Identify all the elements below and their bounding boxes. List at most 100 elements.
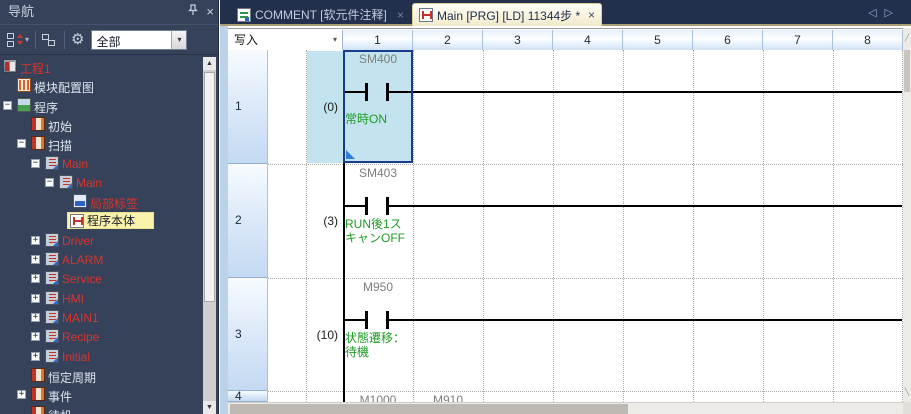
tree-item-label: Driver — [62, 233, 94, 248]
expand-box-icon[interactable]: + — [17, 389, 26, 400]
tree-item-module-config[interactable]: 模块配置图 — [0, 76, 218, 95]
tree-item-program-body[interactable]: 程序本体 — [0, 211, 218, 230]
collapse-box-icon[interactable]: − — [3, 99, 12, 110]
tree-filter-select[interactable]: 全部 ▾ — [91, 29, 188, 50]
chevron-down-icon: ▾ — [332, 35, 337, 44]
comment-doc-icon — [237, 7, 251, 22]
tree-item-driver[interactable]: + Driver — [0, 231, 218, 250]
tree-item-event[interactable]: + 事件 — [0, 385, 218, 404]
tree-item-local-label[interactable]: 局部标签 — [0, 192, 218, 211]
scroll-up-icon[interactable]: ▲ — [203, 57, 216, 70]
device-label-sm403: SM403 — [358, 165, 398, 180]
tree-item-standby[interactable]: 待机 — [0, 404, 218, 414]
ladder-column-header-2[interactable]: 2 — [413, 30, 483, 51]
ladder-column-header-3[interactable]: 3 — [483, 30, 553, 51]
grid-row-line — [268, 163, 903, 165]
expand-box-icon[interactable]: + — [31, 350, 40, 361]
expand-box-icon[interactable]: + — [31, 273, 40, 284]
grid-column-line — [763, 50, 764, 402]
project-tree: 工程1 模块配置图 − 程序 初始 − 扫描 − Main − Main 局部标签 程序本体 + Drive… — [0, 56, 218, 414]
tree-item-service[interactable]: + Service — [0, 269, 218, 288]
toolbar-separator — [35, 30, 37, 49]
expand-box-icon[interactable]: + — [31, 331, 40, 342]
program-folder-icon — [17, 97, 31, 112]
scroll-down-icon[interactable]: ╲ — [904, 389, 910, 396]
collapse-box-icon[interactable]: − — [17, 138, 26, 149]
ladder-column-header-8[interactable]: 8 — [833, 30, 903, 51]
ladder-row-header-3[interactable]: 3 — [228, 277, 268, 391]
panel-splitter[interactable] — [220, 26, 228, 414]
ladder-row-header-4[interactable]: 4 — [228, 389, 268, 402]
books-icon — [31, 136, 45, 151]
ladder-vertical-scrollbar[interactable]: ╱ ╲ — [903, 28, 911, 402]
ladder-column-header-6[interactable]: 6 — [693, 30, 763, 51]
tree-display-button[interactable]: ▾ — [5, 29, 31, 51]
contact-bar-right — [386, 310, 389, 329]
rung-line — [389, 91, 902, 93]
ladder-column-header-7[interactable]: 7 — [763, 30, 833, 51]
expand-box-icon[interactable]: + — [31, 234, 40, 245]
expand-box-icon[interactable]: + — [31, 254, 40, 264]
expand-box-icon[interactable]: + — [31, 292, 40, 303]
close-icon[interactable]: × — [206, 4, 214, 19]
expand-box-icon[interactable]: + — [31, 311, 40, 322]
tree-item-recipe[interactable]: + Recipe — [0, 327, 218, 346]
ladder-column-header-1[interactable]: 1 — [343, 30, 413, 51]
settings-button[interactable]: ⚙ — [69, 29, 86, 51]
tab-close-icon[interactable]: × — [587, 8, 595, 22]
tree-selection-highlight: 程序本体 — [67, 212, 155, 230]
tree-item-initial-prg[interactable]: + Initial — [0, 347, 218, 366]
tree-item-program[interactable]: − 程序 — [0, 96, 218, 115]
tree-item-label: 扫描 — [48, 139, 73, 154]
scrollbar-thumb[interactable] — [204, 72, 215, 302]
books-icon — [31, 116, 45, 131]
tab-scroll-right-icon[interactable]: ▷ — [884, 7, 901, 19]
tab-close-icon[interactable]: × — [396, 7, 404, 22]
tab-scroll-arrows: ◁▷ — [868, 6, 901, 19]
ladder-canvas[interactable]: 1 (0) SM400 常時ON 2 (3) SM403 RUN後1ス キャンOFF 3 (10)… — [228, 50, 903, 402]
tree-item-initial-exec[interactable]: 初始 — [0, 115, 218, 134]
contact-bar-right — [386, 83, 389, 101]
label-icon — [73, 194, 87, 209]
tree-item-label: Recipe — [62, 330, 100, 345]
contact-bar-left — [365, 196, 368, 215]
tree-item-hmi[interactable]: + HMI — [0, 289, 218, 308]
device-label-sm400: SM400 — [358, 52, 398, 66]
tab-comment[interactable]: COMMENT [软元件注释] × — [231, 3, 410, 26]
collapse-box-icon[interactable]: − — [31, 157, 40, 168]
mode-select[interactable]: 写入 ▾ — [228, 30, 343, 51]
device-label-m1000: M1000 — [359, 393, 397, 402]
mode-label: 写入 — [234, 33, 259, 47]
device-comment: 常時ON — [345, 112, 388, 126]
tree-item-project1[interactable]: 工程1 — [0, 57, 218, 76]
ladder-row-header-1[interactable]: 1 — [228, 50, 268, 164]
collapse-all-button[interactable] — [40, 29, 60, 51]
ladder-horizontal-scrollbar[interactable] — [228, 402, 903, 414]
ladder-column-header-5[interactable]: 5 — [623, 30, 693, 51]
device-comment: RUN後1ス キャンOFF — [345, 216, 405, 245]
collapse-box-icon[interactable]: − — [45, 176, 54, 187]
books-icon — [31, 406, 45, 414]
scroll-up-icon[interactable]: ╱ — [904, 35, 910, 42]
pin-icon[interactable] — [187, 0, 199, 24]
tree-item-main-block[interactable]: − Main — [0, 154, 218, 173]
tab-scroll-left-icon[interactable]: ◁ — [868, 7, 885, 19]
scrollbar-corner — [903, 402, 911, 414]
scrollbar-thumb[interactable] — [230, 404, 628, 414]
tree-item-label: MAIN1 — [62, 310, 99, 325]
tree-item-main1[interactable]: + MAIN1 — [0, 308, 218, 327]
row-number: 1 — [235, 99, 242, 114]
tab-main[interactable]: Main [PRG] [LD] 11344步 * × — [412, 3, 602, 26]
ladder-row-header-2[interactable]: 2 — [228, 163, 268, 278]
scrollbar-thumb[interactable] — [904, 50, 910, 92]
tree-item-main-pou[interactable]: − Main — [0, 173, 218, 192]
tree-item-label: 工程1 — [20, 62, 51, 76]
tree-item-scan[interactable]: − 扫描 — [0, 134, 218, 153]
tree-item-fixed-cycle[interactable]: 恒定周期 — [0, 366, 218, 385]
selected-cell[interactable] — [343, 50, 413, 163]
tree-vertical-scrollbar[interactable]: ▲ ▼ — [203, 57, 216, 414]
tree-item-alarm[interactable]: + ALARM — [0, 250, 218, 269]
scroll-down-icon[interactable]: ▼ — [203, 401, 216, 414]
ladder-column-header-4[interactable]: 4 — [553, 30, 623, 51]
